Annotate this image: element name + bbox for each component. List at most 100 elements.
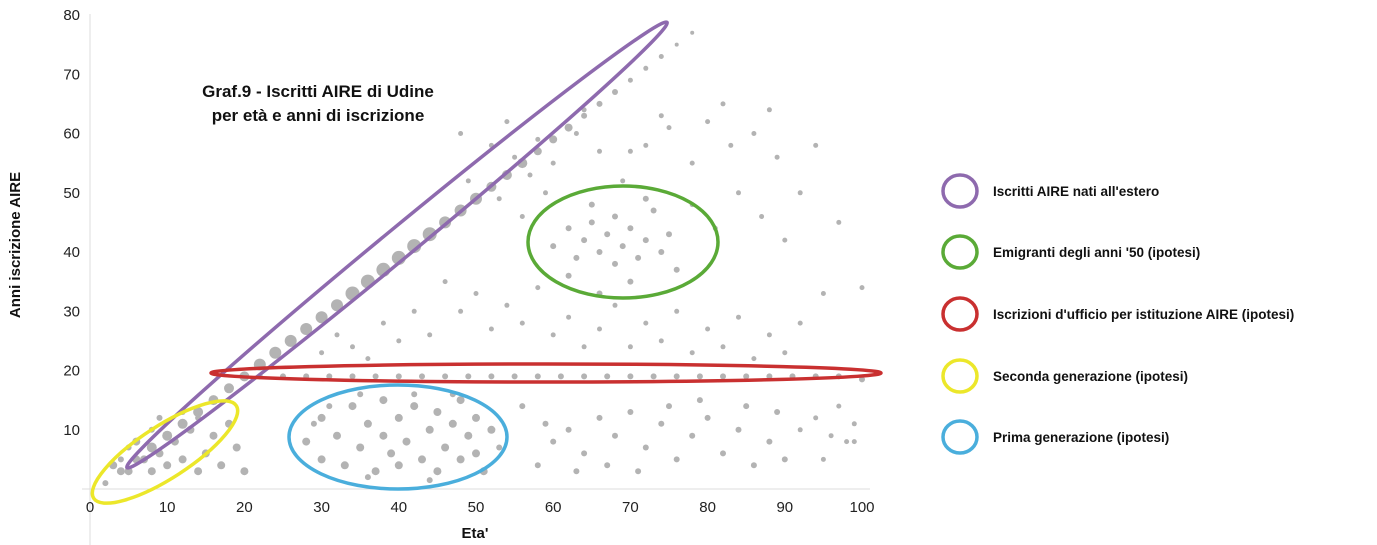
x-tick-label: 90 xyxy=(776,499,793,516)
x-tick-label: 50 xyxy=(468,499,485,516)
data-point xyxy=(441,443,450,452)
data-point xyxy=(627,409,634,415)
data-points xyxy=(102,30,865,487)
data-point xyxy=(224,383,234,394)
data-point xyxy=(465,178,471,184)
data-point xyxy=(642,195,649,202)
data-point xyxy=(597,326,602,332)
chart-title-line-1: Graf.9 - Iscritti AIRE di Udine xyxy=(202,82,434,101)
data-point xyxy=(766,438,773,445)
data-point xyxy=(581,373,588,380)
data-point xyxy=(379,431,388,440)
data-point xyxy=(543,190,548,196)
data-point xyxy=(365,356,371,362)
data-point xyxy=(519,320,525,326)
data-point xyxy=(797,190,803,196)
data-point xyxy=(813,142,819,148)
data-point xyxy=(565,426,572,433)
y-tick-label: 50 xyxy=(63,185,80,202)
data-point xyxy=(102,480,109,487)
data-point xyxy=(674,308,680,314)
data-point xyxy=(535,285,541,291)
data-point xyxy=(364,474,371,481)
data-point xyxy=(658,54,664,59)
data-point xyxy=(163,461,172,470)
data-point xyxy=(836,219,842,225)
data-point xyxy=(488,373,495,380)
data-point xyxy=(442,373,449,380)
y-tick-label: 70 xyxy=(63,66,80,83)
data-point xyxy=(612,89,618,95)
data-point xyxy=(363,419,372,428)
data-point xyxy=(147,467,156,476)
data-point xyxy=(117,456,124,463)
data-point xyxy=(720,344,726,350)
data-point xyxy=(774,409,781,415)
data-point xyxy=(690,30,695,35)
data-point xyxy=(612,302,618,308)
data-point xyxy=(156,414,163,421)
data-point xyxy=(851,439,857,445)
data-point xyxy=(178,455,187,464)
data-point xyxy=(666,403,672,410)
data-point xyxy=(284,334,297,347)
data-point xyxy=(349,373,356,380)
x-tick-label: 70 xyxy=(622,499,639,516)
data-point xyxy=(448,419,457,428)
data-point xyxy=(851,421,857,427)
data-point xyxy=(433,408,442,416)
y-tick-label: 30 xyxy=(63,303,80,320)
annotation-ellipses xyxy=(90,20,883,505)
data-point xyxy=(627,344,633,350)
data-point xyxy=(597,148,602,154)
data-point xyxy=(750,462,757,469)
legend: Iscritti AIRE nati all'estero Emigranti d… xyxy=(941,173,1294,455)
data-point xyxy=(728,142,734,148)
data-point xyxy=(512,154,518,160)
data-point xyxy=(425,425,434,434)
data-point xyxy=(331,299,343,312)
data-point xyxy=(674,42,679,47)
data-point xyxy=(627,373,634,380)
data-point xyxy=(743,373,750,380)
data-point xyxy=(736,190,741,196)
data-point xyxy=(527,172,533,178)
data-point xyxy=(704,414,711,421)
data-point xyxy=(193,407,204,417)
data-point xyxy=(549,135,558,144)
data-point xyxy=(735,426,742,433)
data-point xyxy=(372,373,379,380)
data-point xyxy=(604,373,611,380)
x-axis-title: Eta' xyxy=(462,525,489,542)
data-point xyxy=(232,443,241,452)
data-point xyxy=(464,431,473,440)
data-point xyxy=(487,425,496,434)
data-point xyxy=(162,430,173,441)
data-point xyxy=(411,308,417,314)
x-tick-label: 60 xyxy=(545,499,562,516)
data-point xyxy=(581,237,588,244)
data-point xyxy=(565,225,572,232)
data-point xyxy=(565,272,572,279)
data-point xyxy=(573,254,580,261)
data-point xyxy=(504,302,510,308)
data-point xyxy=(658,338,664,344)
ellipse-first-generation xyxy=(287,383,509,491)
data-point xyxy=(658,113,664,119)
data-point xyxy=(319,350,325,356)
data-point xyxy=(635,468,642,475)
data-point xyxy=(302,437,311,446)
data-point xyxy=(350,344,355,350)
data-point xyxy=(666,231,672,238)
data-point xyxy=(612,432,618,439)
y-tick-label: 40 xyxy=(63,244,80,261)
data-point xyxy=(627,278,634,285)
data-point xyxy=(743,403,750,410)
data-point xyxy=(240,467,249,476)
data-point xyxy=(300,323,313,335)
data-point xyxy=(588,219,595,226)
data-point xyxy=(643,320,649,326)
data-point xyxy=(209,431,218,440)
data-point xyxy=(627,225,634,232)
y-axis-title: Anni iscrizione AIRE xyxy=(7,172,24,318)
